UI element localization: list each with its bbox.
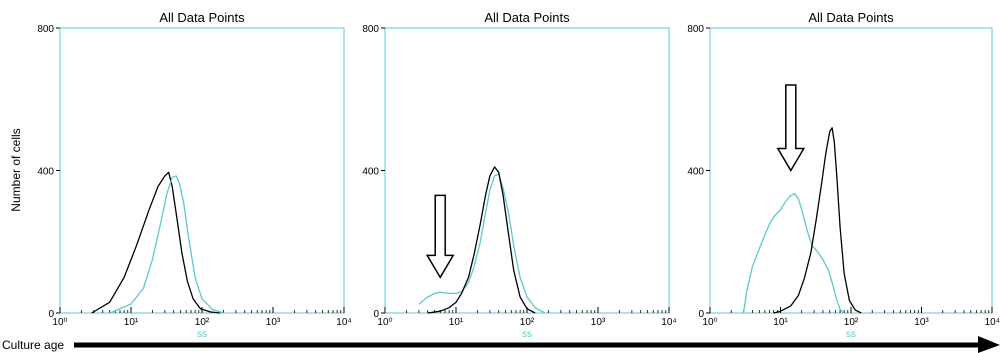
- x-tick-label: 10³: [914, 317, 929, 328]
- x-tick-label: 10⁴: [661, 317, 676, 328]
- panel-title: All Data Points: [159, 10, 245, 25]
- histogram-panel-2: All Data Points 0 400 800 10⁰ 10¹ 10² 10³ 10⁴ ss: [362, 10, 676, 340]
- y-tick-label: 800: [687, 24, 704, 35]
- plot-frame: [709, 27, 993, 314]
- x-axis-label: ss: [197, 329, 207, 340]
- y-tick-label: 400: [687, 167, 704, 178]
- y-tick-label: 0: [698, 309, 704, 320]
- y-tick-label: 800: [37, 24, 54, 35]
- x-tick-label: 10²: [520, 317, 535, 328]
- y-tick-label: 0: [48, 309, 54, 320]
- x-tick-label: 10³: [591, 317, 606, 328]
- x-tick-label: 10²: [195, 317, 210, 328]
- x-tick-label: 10⁰: [377, 317, 392, 328]
- y-tick-label: 800: [362, 24, 379, 35]
- annotation-arrow: [776, 84, 806, 172]
- series-line-1: [418, 173, 546, 314]
- x-tick-label: 10⁴: [985, 317, 1000, 328]
- y-tick-label: 400: [37, 167, 54, 178]
- x-tick-label: 10⁴: [336, 317, 351, 328]
- x-tick-label: 10³: [266, 317, 281, 328]
- x-tick-label: 10¹: [449, 317, 464, 328]
- x-axis-label: ss: [522, 329, 532, 340]
- culture-age-label: Culture age: [2, 338, 64, 352]
- y-axis-label: Number of cells: [9, 128, 23, 211]
- panel-title: All Data Points: [484, 10, 570, 25]
- histogram-panel-3: All Data Points 0 400 800 10⁰ 10¹ 10² 10³ 10⁴ ss: [687, 10, 1000, 340]
- histogram-panel-1: All Data Points 0 400 800 10⁰ 10¹ 10² 10³ 10⁴ ss: [37, 10, 351, 340]
- x-tick-label: 10⁰: [52, 317, 67, 328]
- panel-title: All Data Points: [808, 10, 894, 25]
- x-axis-label: ss: [846, 329, 856, 340]
- culture-age-arrow-head: [978, 336, 1000, 353]
- x-tick-label: 10¹: [773, 317, 788, 328]
- x-tick-label: 10²: [844, 317, 859, 328]
- series-line-1: [742, 193, 844, 314]
- series-line-1: [91, 171, 221, 314]
- series-line-2: [427, 166, 536, 314]
- y-tick-label: 0: [373, 309, 379, 320]
- plot-frame: [384, 27, 670, 314]
- x-tick-label: 10¹: [124, 317, 139, 328]
- series-line-2: [773, 127, 862, 314]
- annotation-arrow: [425, 194, 455, 279]
- y-tick-label: 400: [362, 167, 379, 178]
- plot-frame: [59, 27, 345, 314]
- series-line-2: [109, 175, 224, 314]
- x-tick-label: 10⁰: [702, 317, 717, 328]
